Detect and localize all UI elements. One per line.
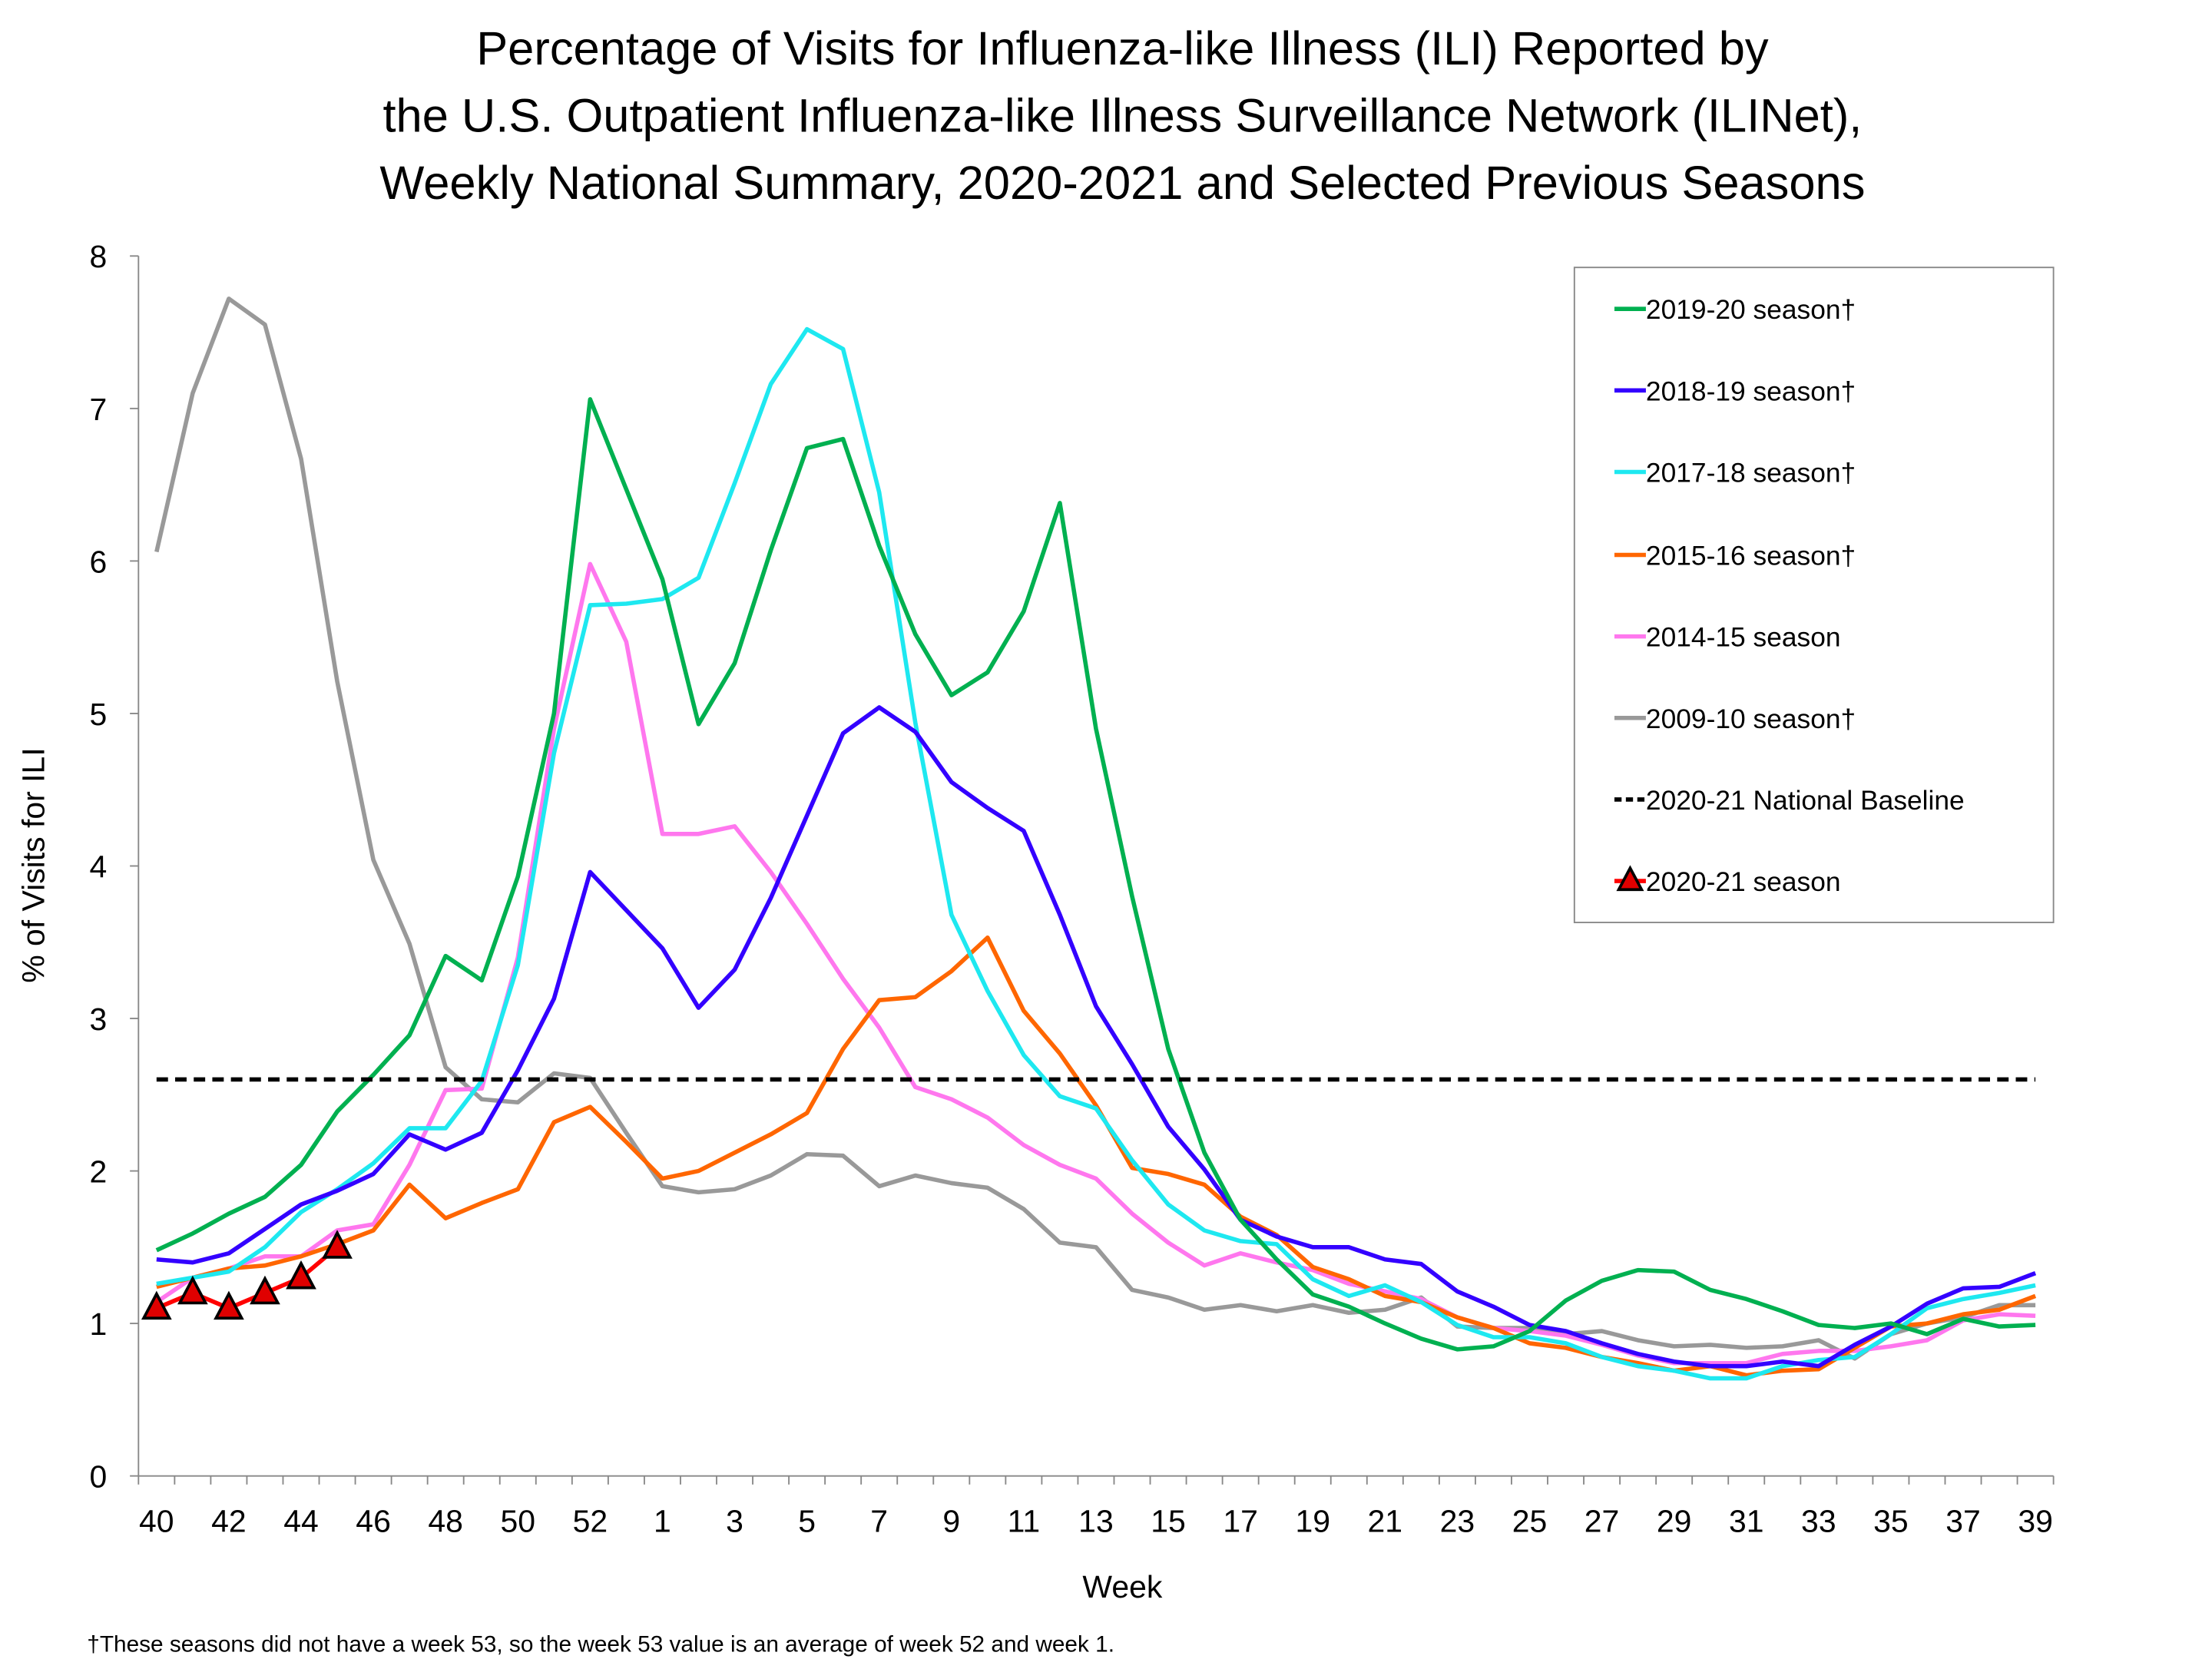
data-point-marker [250,1275,280,1305]
series-line [156,326,2036,1381]
y-tick-label: 8 [90,239,108,274]
chart-title-line-2: the U.S. Outpatient Influenza-like Illne… [382,89,1862,142]
legend-item: 2017-18 season† [1614,459,1856,488]
footnote: †These seasons did not have a week 53, s… [87,1632,1114,1657]
x-axis-label: Week [1082,1569,1162,1604]
x-tick-label: 25 [1512,1503,1548,1538]
y-tick-label: 0 [90,1459,108,1495]
legend-label: 2017-18 season† [1646,459,1856,488]
x-tick-label: 27 [1584,1503,1620,1538]
legend-item: 2020-21 season [1614,865,1841,897]
y-tick-label: 3 [90,1002,108,1037]
x-tick-label: 42 [211,1503,247,1538]
series-line [155,561,2036,1366]
series-line [155,397,2036,1352]
data-point-marker [177,1275,208,1305]
x-tick-label: 35 [1873,1503,1909,1538]
series-2014-15-season [155,561,2036,1366]
y-tick-label: 2 [90,1154,108,1189]
x-tick-label: 33 [1801,1503,1836,1538]
x-tick-label: 3 [726,1503,743,1538]
legend-triangle-icon [1616,865,1644,892]
series-2018-19-season [156,705,2037,1369]
legend-item: 2009-10 season† [1614,704,1856,734]
chart-title-line-3: Weekly National Summary, 2020-2021 and S… [379,157,1865,210]
data-point-marker [286,1260,316,1290]
data-point-marker [214,1290,244,1320]
x-tick-label: 21 [1368,1503,1403,1538]
legend-item: 2020-21 National Baseline [1614,786,1965,816]
x-tick-label: 5 [798,1503,816,1538]
x-tick-label: 37 [1945,1503,1981,1538]
legend-label: 2018-19 season† [1646,376,1856,406]
x-tick-label: 13 [1078,1503,1114,1538]
legend-item: 2014-15 season [1614,623,1841,653]
x-tick-label: 44 [283,1503,319,1538]
x-tick-label: 11 [1008,1503,1041,1538]
chart-title-line-1: Percentage of Visits for Influenza-like … [476,22,1769,75]
y-tick-label: 1 [90,1306,108,1342]
legend-label: 2014-15 season [1646,623,1841,653]
x-tick-label: 17 [1223,1503,1258,1538]
series-2017-18-season [156,326,2036,1381]
series-line [156,935,2037,1378]
y-tick-label: 4 [90,849,108,884]
legend-label: 2019-20 season† [1646,295,1856,325]
legend-label: 2009-10 season† [1646,704,1856,734]
x-tick-label: 23 [1440,1503,1475,1538]
legend-item: 2015-16 season† [1614,541,1856,571]
x-tick-label: 19 [1295,1503,1330,1538]
legend-label: 2015-16 season† [1646,541,1856,571]
x-tick-label: 52 [573,1503,608,1538]
x-tick-label: 15 [1151,1503,1186,1538]
data-point-marker [141,1290,172,1320]
x-tick-label: 50 [500,1503,535,1538]
series-2019-20-season [155,397,2036,1352]
series-line [156,705,2037,1369]
series-2015-16-season [156,935,2037,1378]
x-tick-label: 29 [1657,1503,1692,1538]
x-tick-label: 48 [428,1503,463,1538]
series-group [141,296,2037,1381]
legend-label: 2020-21 season [1646,867,1841,897]
x-tick-label: 9 [942,1503,960,1538]
y-tick-label: 6 [90,544,108,579]
data-point-marker [322,1230,353,1259]
legend-item: 2018-19 season† [1614,376,1856,406]
x-tick-label: 46 [356,1503,391,1538]
y-axis-label: % of Visits for ILI [15,747,51,983]
x-tick-label: 39 [2018,1503,2053,1538]
series-2020-21-season [141,1230,353,1320]
x-tick-label: 1 [654,1503,671,1538]
x-tick-label: 40 [139,1503,174,1538]
y-tick-label: 5 [90,697,108,732]
legend-item: 2019-20 season† [1614,295,1856,325]
legend: 2019-20 season† 2018-19 season† 2017-18 se… [1573,267,2055,923]
legend-label: 2020-21 National Baseline [1646,786,1965,816]
x-tick-label: 31 [1729,1503,1764,1538]
x-tick-label: 7 [870,1503,888,1538]
y-tick-label: 7 [90,392,108,427]
legend-box [1573,267,2055,923]
